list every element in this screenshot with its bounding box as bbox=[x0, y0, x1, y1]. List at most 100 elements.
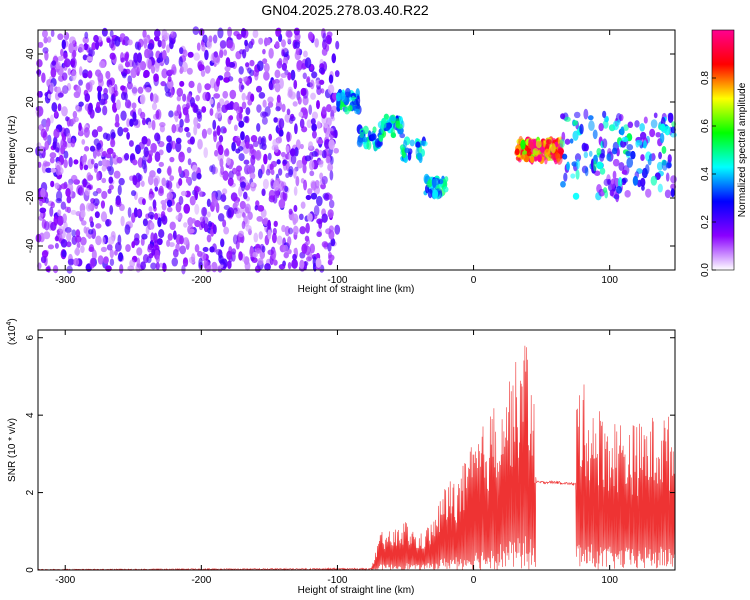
spectrogram-cell bbox=[154, 62, 160, 73]
spectrogram-cell bbox=[108, 176, 114, 184]
spectrogram-cell bbox=[82, 72, 88, 79]
spectrogram-cell bbox=[115, 113, 120, 125]
spectrogram-cell bbox=[224, 65, 231, 72]
spectrogram-cell bbox=[281, 224, 286, 233]
spectrogram-cell bbox=[293, 167, 297, 179]
spectrogram-cell bbox=[153, 73, 159, 82]
spectrogram-cell bbox=[569, 138, 574, 144]
spectrogram-cell bbox=[625, 150, 632, 157]
spectrogram-cell bbox=[520, 139, 526, 150]
spectrogram-cell bbox=[626, 157, 634, 168]
spectrogram-cell bbox=[576, 159, 580, 170]
spectrogram-x-tick-label: 100 bbox=[601, 275, 618, 286]
spectrogram-cell bbox=[599, 153, 606, 159]
spectrogram-cell bbox=[132, 111, 137, 122]
spectrogram-cell bbox=[202, 246, 209, 253]
spectrogram-cell bbox=[318, 67, 325, 74]
spectrogram-cell bbox=[61, 249, 67, 258]
spectrogram-cell bbox=[238, 120, 245, 128]
spectrogram-cell bbox=[141, 117, 147, 126]
spectrogram-cell bbox=[153, 212, 159, 221]
spectrogram-cell bbox=[201, 128, 208, 139]
spectrogram-cell bbox=[277, 180, 285, 192]
spectrogram-cell bbox=[101, 27, 108, 37]
spectrogram-cell bbox=[71, 69, 77, 81]
spectrogram-cell bbox=[69, 36, 76, 45]
spectrogram-cell bbox=[207, 127, 213, 135]
spectrogram-cell bbox=[307, 213, 313, 222]
spectrogram-cell bbox=[166, 199, 173, 208]
spectrogram-cell bbox=[218, 49, 224, 59]
spectrogram-cell bbox=[147, 243, 154, 251]
spectrogram-cell bbox=[140, 261, 147, 270]
spectrogram-cell bbox=[131, 102, 137, 109]
spectrogram-cell bbox=[81, 138, 86, 145]
spectrogram-cell bbox=[257, 168, 263, 179]
spectrogram-cell bbox=[105, 218, 110, 227]
spectrogram-cell bbox=[257, 257, 264, 266]
snr-y-label: SNR (10 * v/v) bbox=[7, 418, 18, 482]
spectrogram-cell bbox=[329, 130, 335, 139]
spectrogram-cell bbox=[128, 140, 134, 147]
spectrogram-cell bbox=[169, 175, 175, 182]
spectrogram-cell bbox=[268, 133, 273, 141]
spectrogram-cell bbox=[180, 190, 187, 197]
spectrogram-cell bbox=[215, 248, 222, 256]
spectrogram-cell bbox=[226, 250, 233, 261]
spectrogram-cell bbox=[127, 75, 133, 84]
spectrogram-cell bbox=[328, 139, 335, 150]
colorbar-tick-label: 0.6 bbox=[700, 119, 711, 133]
spectrogram-cell bbox=[243, 191, 248, 200]
spectrogram-cell bbox=[217, 27, 224, 39]
spectrogram-cell bbox=[296, 159, 304, 169]
spectrogram-cell bbox=[649, 128, 656, 138]
spectrogram-cell bbox=[198, 190, 203, 198]
spectrogram-cell bbox=[241, 220, 246, 230]
spectrogram-cell bbox=[383, 113, 389, 120]
spectrogram-cell bbox=[226, 103, 233, 110]
spectrogram-cell bbox=[250, 135, 258, 143]
spectrogram-cell bbox=[61, 106, 68, 117]
spectrogram-cell bbox=[366, 140, 372, 150]
spectrogram-cell bbox=[325, 104, 332, 113]
spectrogram-cell bbox=[179, 235, 184, 245]
spectrogram-cell bbox=[54, 147, 60, 153]
spectrogram-cell bbox=[67, 68, 72, 76]
spectrogram-cell bbox=[89, 145, 96, 152]
spectrogram-cell bbox=[89, 257, 96, 269]
spectrogram-cell bbox=[281, 39, 286, 48]
spectrogram-cell bbox=[242, 76, 248, 82]
spectrogram-cell bbox=[347, 104, 353, 112]
spectrogram-cell bbox=[267, 249, 274, 256]
spectrogram-cell bbox=[41, 250, 49, 258]
spectrogram-cell bbox=[304, 155, 312, 162]
spectrogram-cell bbox=[53, 128, 60, 139]
spectrogram-cell bbox=[318, 149, 323, 156]
spectrogram-cell bbox=[110, 138, 116, 148]
spectrogram-cell bbox=[109, 258, 115, 266]
spectrogram-cell bbox=[621, 177, 628, 184]
spectrogram-cell bbox=[171, 140, 176, 150]
spectrogram-cell bbox=[291, 258, 298, 269]
spectrogram-cell bbox=[283, 252, 289, 259]
spectrogram-cell bbox=[96, 149, 101, 157]
spectrogram-cell bbox=[138, 38, 144, 48]
spectrogram-cell bbox=[125, 244, 131, 253]
spectrogram-cell bbox=[223, 226, 230, 235]
spectrogram-cell bbox=[362, 136, 368, 143]
spectrogram-cell bbox=[89, 79, 95, 86]
spectrogram-cell bbox=[150, 232, 155, 243]
spectrogram-cell bbox=[611, 147, 618, 155]
spectrogram-cell bbox=[574, 153, 582, 162]
spectrogram-cell bbox=[127, 207, 132, 218]
spectrogram-cell bbox=[81, 155, 87, 166]
spectrogram-cell bbox=[133, 52, 139, 64]
spectrogram-cell bbox=[250, 181, 255, 188]
spectrogram-cell bbox=[298, 213, 304, 221]
spectrogram-cell bbox=[326, 31, 333, 38]
spectrogram-cell bbox=[50, 201, 55, 209]
spectrogram-cell bbox=[197, 138, 203, 150]
spectrogram-cell bbox=[182, 106, 189, 116]
spectrogram-cell bbox=[156, 167, 162, 174]
spectrogram-cell bbox=[298, 111, 303, 118]
